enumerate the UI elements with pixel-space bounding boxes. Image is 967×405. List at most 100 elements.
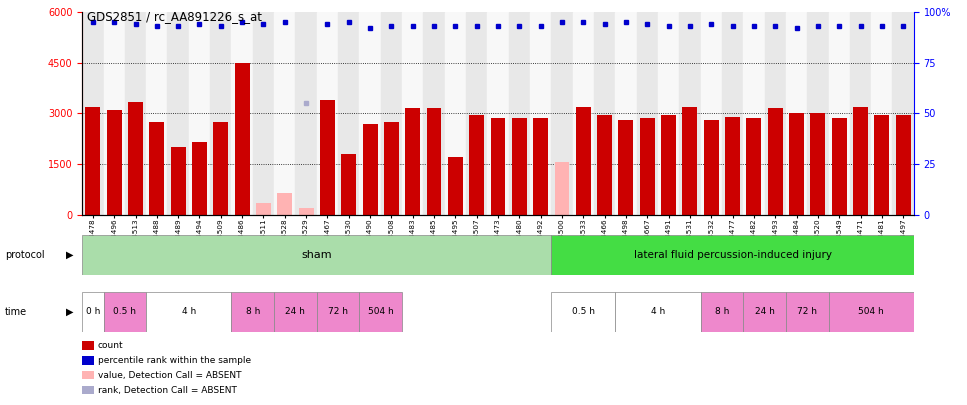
Bar [274,292,317,332]
Bar [128,102,143,215]
Bar [235,63,249,215]
Bar [530,12,551,215]
Text: 0 h: 0 h [86,307,100,316]
Bar [125,12,146,215]
Bar [786,292,829,332]
Text: sham: sham [302,250,332,260]
Text: 0.5 h: 0.5 h [113,307,136,316]
Bar [679,12,700,215]
Bar [167,12,189,215]
Bar [274,12,296,215]
Bar [895,115,911,215]
Bar [363,124,377,215]
Bar [636,12,658,215]
Bar [744,292,786,332]
Bar [256,203,271,215]
Bar [424,12,445,215]
Bar [554,162,570,215]
Bar [448,157,463,215]
Bar [469,115,484,215]
Bar [594,12,615,215]
Bar [103,12,125,215]
Bar [893,12,914,215]
Text: ▶: ▶ [66,250,73,260]
Text: 24 h: 24 h [754,307,775,316]
Bar [598,115,612,215]
Bar [829,12,850,215]
Bar [82,292,103,332]
Bar [871,12,893,215]
Bar [82,235,551,275]
Bar [146,292,231,332]
Text: 72 h: 72 h [328,307,348,316]
Text: 72 h: 72 h [797,307,817,316]
Bar [106,110,122,215]
Bar [466,12,487,215]
Bar [829,292,914,332]
Bar [149,122,164,215]
Bar [338,12,360,215]
Bar [700,12,722,215]
Bar [747,119,761,215]
Bar [278,193,292,215]
Bar [210,12,231,215]
Text: GDS2851 / rc_AA891226_s_at: GDS2851 / rc_AA891226_s_at [87,10,262,23]
Bar [640,119,655,215]
Bar [789,113,804,215]
Bar [252,12,274,215]
Bar [384,122,398,215]
Bar [572,12,594,215]
Bar [744,12,765,215]
Text: 504 h: 504 h [859,307,884,316]
Bar [402,12,424,215]
Bar [405,109,421,215]
Bar [512,119,527,215]
Bar [615,12,636,215]
Bar [341,154,356,215]
Bar [231,12,252,215]
Bar [853,107,868,215]
Bar [551,235,914,275]
Bar [85,107,101,215]
Bar [765,12,786,215]
Text: 24 h: 24 h [285,307,306,316]
Bar [360,12,381,215]
Text: count: count [98,341,123,350]
Bar [725,117,740,215]
Bar [490,119,506,215]
Bar [807,12,829,215]
Bar [171,147,186,215]
Bar [426,109,442,215]
Text: ▶: ▶ [66,307,73,317]
Bar [299,208,313,215]
Text: value, Detection Call = ABSENT: value, Detection Call = ABSENT [98,371,241,379]
Bar [296,12,317,215]
Bar [683,107,697,215]
Bar [810,113,825,215]
Bar [874,115,890,215]
Bar [381,12,402,215]
Text: protocol: protocol [5,250,44,260]
Text: rank, Detection Call = ABSENT: rank, Detection Call = ABSENT [98,386,237,394]
Bar [575,107,591,215]
Bar [850,12,871,215]
Bar [192,142,207,215]
Text: time: time [5,307,27,317]
Text: 0.5 h: 0.5 h [571,307,595,316]
Text: 8 h: 8 h [246,307,260,316]
Bar [82,12,103,215]
Bar [533,119,548,215]
Bar [103,292,146,332]
Bar [445,12,466,215]
Text: 8 h: 8 h [715,307,729,316]
Text: percentile rank within the sample: percentile rank within the sample [98,356,250,364]
Bar [619,120,633,215]
Bar [551,12,572,215]
Bar [189,12,210,215]
Bar [615,292,700,332]
Bar [551,292,615,332]
Bar [320,100,335,215]
Bar [768,109,782,215]
Bar [700,292,744,332]
Bar [214,122,228,215]
